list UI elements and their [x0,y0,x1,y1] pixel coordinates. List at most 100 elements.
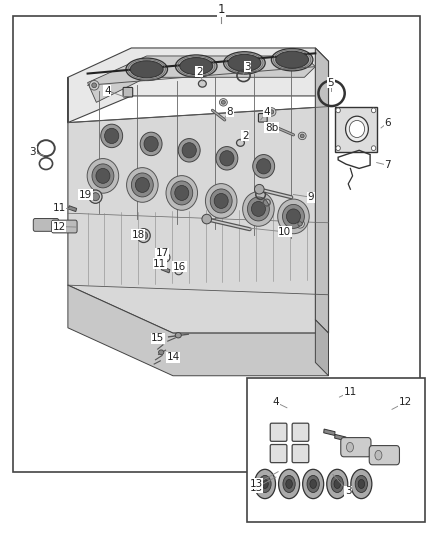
Text: 4: 4 [264,107,271,117]
Ellipse shape [310,480,316,488]
Text: 19: 19 [79,190,92,199]
Ellipse shape [216,147,238,170]
Ellipse shape [92,83,96,88]
Text: 2: 2 [242,131,249,141]
Ellipse shape [271,49,313,71]
Ellipse shape [278,199,309,233]
Ellipse shape [175,333,181,338]
Text: 13: 13 [250,479,263,489]
Text: 3: 3 [244,62,251,71]
Text: 14: 14 [166,352,180,362]
Ellipse shape [286,480,293,488]
Ellipse shape [228,54,261,71]
FancyBboxPatch shape [52,220,77,233]
Ellipse shape [336,108,340,112]
Text: 8b: 8b [265,123,278,133]
Ellipse shape [355,475,367,492]
Ellipse shape [269,110,274,114]
Ellipse shape [296,220,304,228]
Ellipse shape [261,480,268,488]
Ellipse shape [243,192,274,227]
Ellipse shape [371,108,376,112]
Ellipse shape [327,470,348,499]
Ellipse shape [161,253,170,262]
Polygon shape [68,206,77,212]
Ellipse shape [92,164,114,188]
Text: 10: 10 [278,227,291,237]
FancyBboxPatch shape [369,446,399,465]
Text: 2: 2 [196,67,203,77]
FancyBboxPatch shape [270,423,287,441]
Text: 3: 3 [29,147,36,157]
Ellipse shape [92,193,99,201]
Ellipse shape [251,201,265,216]
Ellipse shape [283,205,304,229]
Ellipse shape [89,80,99,90]
Polygon shape [335,434,346,441]
Ellipse shape [254,470,276,499]
Ellipse shape [259,475,271,492]
Ellipse shape [371,146,376,151]
Ellipse shape [334,480,340,488]
Text: 11: 11 [153,259,166,269]
Ellipse shape [178,139,200,162]
Ellipse shape [131,61,163,78]
Ellipse shape [221,100,225,104]
Ellipse shape [336,146,340,151]
Ellipse shape [283,475,295,492]
Ellipse shape [210,189,232,213]
Ellipse shape [89,190,102,204]
Ellipse shape [137,229,150,243]
Text: 6: 6 [384,118,391,127]
Polygon shape [68,48,328,123]
Text: 11: 11 [344,387,357,397]
Text: 17: 17 [155,248,169,258]
Ellipse shape [279,470,300,499]
Text: 18: 18 [131,230,145,239]
Ellipse shape [140,132,162,156]
Ellipse shape [205,183,237,219]
Ellipse shape [198,80,206,87]
Ellipse shape [127,167,158,202]
Ellipse shape [286,209,300,224]
Text: 7: 7 [384,160,391,170]
Polygon shape [315,320,328,376]
Ellipse shape [300,134,304,138]
Text: 1: 1 [217,3,225,16]
Ellipse shape [307,475,319,492]
Text: 11: 11 [53,203,66,213]
Ellipse shape [214,193,228,208]
Polygon shape [315,48,328,333]
Polygon shape [68,77,328,333]
Ellipse shape [166,176,198,210]
Ellipse shape [351,470,372,499]
Ellipse shape [180,58,213,75]
Text: 4: 4 [104,86,111,95]
Ellipse shape [175,266,183,275]
FancyBboxPatch shape [341,438,371,457]
Text: 12: 12 [399,398,412,407]
Ellipse shape [254,184,264,194]
Ellipse shape [135,177,149,192]
FancyBboxPatch shape [292,423,309,441]
Text: 12: 12 [53,222,66,231]
Ellipse shape [175,185,189,200]
FancyBboxPatch shape [292,445,309,463]
FancyBboxPatch shape [123,87,133,97]
FancyBboxPatch shape [33,219,59,231]
Text: 4: 4 [272,398,279,407]
Ellipse shape [346,442,353,452]
Ellipse shape [346,116,368,142]
Ellipse shape [140,231,148,239]
Ellipse shape [219,99,227,106]
Ellipse shape [276,51,308,68]
Ellipse shape [358,480,364,488]
Text: 13: 13 [250,483,263,492]
Ellipse shape [101,124,123,148]
Ellipse shape [202,214,212,224]
Ellipse shape [175,55,217,77]
Ellipse shape [237,140,244,147]
Ellipse shape [254,209,262,217]
Polygon shape [335,107,377,152]
Ellipse shape [171,181,193,205]
